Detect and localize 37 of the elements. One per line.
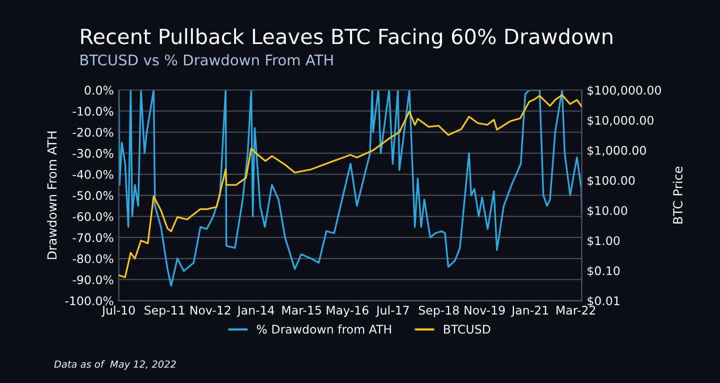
x-tick-label: Jul-17 [376, 306, 409, 317]
x-tick-label: Mar-15 [282, 306, 321, 315]
y-tick-label: -80.0% [72, 254, 114, 264]
x-tick-label: Jul-10 [101, 306, 135, 317]
legend-label: % Drawdown from ATH [256, 324, 391, 334]
x-tick-label: Nov-19 [464, 306, 505, 315]
x-tick-label: May-16 [326, 306, 368, 317]
y2-tick-label: $0.10 [588, 266, 620, 277]
y-tick-label: -10.0% [72, 106, 114, 116]
y-tick-label: -100.0% [65, 296, 114, 306]
y-axis-title: Drawdown From ATH [47, 132, 57, 260]
y-tick-label: -20.0% [72, 128, 114, 137]
chart-subtitle: BTCUSD vs % Drawdown From ATH [80, 54, 333, 66]
y-tick-label: -70.0% [72, 233, 114, 242]
y-tick-label: -60.0% [72, 212, 114, 222]
y2-tick-label: $1,000.00 [588, 146, 646, 156]
y2-tick-label: $100,000.00 [588, 86, 661, 96]
x-tick-label: Jan-14 [236, 306, 274, 317]
x-tick-label: Jan-21 [511, 306, 548, 317]
text: Data as of May 12, 2022 [54, 360, 176, 370]
y-tick-label: -90.0% [72, 275, 114, 284]
y2-tick-label: $10.00 [588, 206, 628, 217]
y-tick-label: -50.0% [72, 191, 114, 200]
y2-tick-label: $10,000.00 [588, 116, 654, 126]
y2-tick-label: $1.00 [588, 236, 620, 247]
x-tick-label: Nov-12 [190, 306, 230, 315]
y2-tick-label: $100.00 [588, 176, 635, 187]
x-tick-label: Sep-11 [144, 306, 184, 317]
legend-label: BTCUSD [444, 324, 490, 334]
x-tick-label: Sep-18 [418, 306, 459, 317]
y-tick-label: -30.0% [72, 148, 114, 158]
y-tick-label: 0.0% [84, 86, 114, 95]
x-tick-label: Mar-22 [556, 306, 596, 315]
chart-title: Recent Pullback Leaves BTC Facing 60% Drawdown [81, 28, 612, 48]
y2-tick-label: $0.01 [588, 296, 620, 307]
y2-axis-title: BTC Price [672, 166, 683, 224]
y-tick-label: -40.0% [72, 170, 114, 179]
